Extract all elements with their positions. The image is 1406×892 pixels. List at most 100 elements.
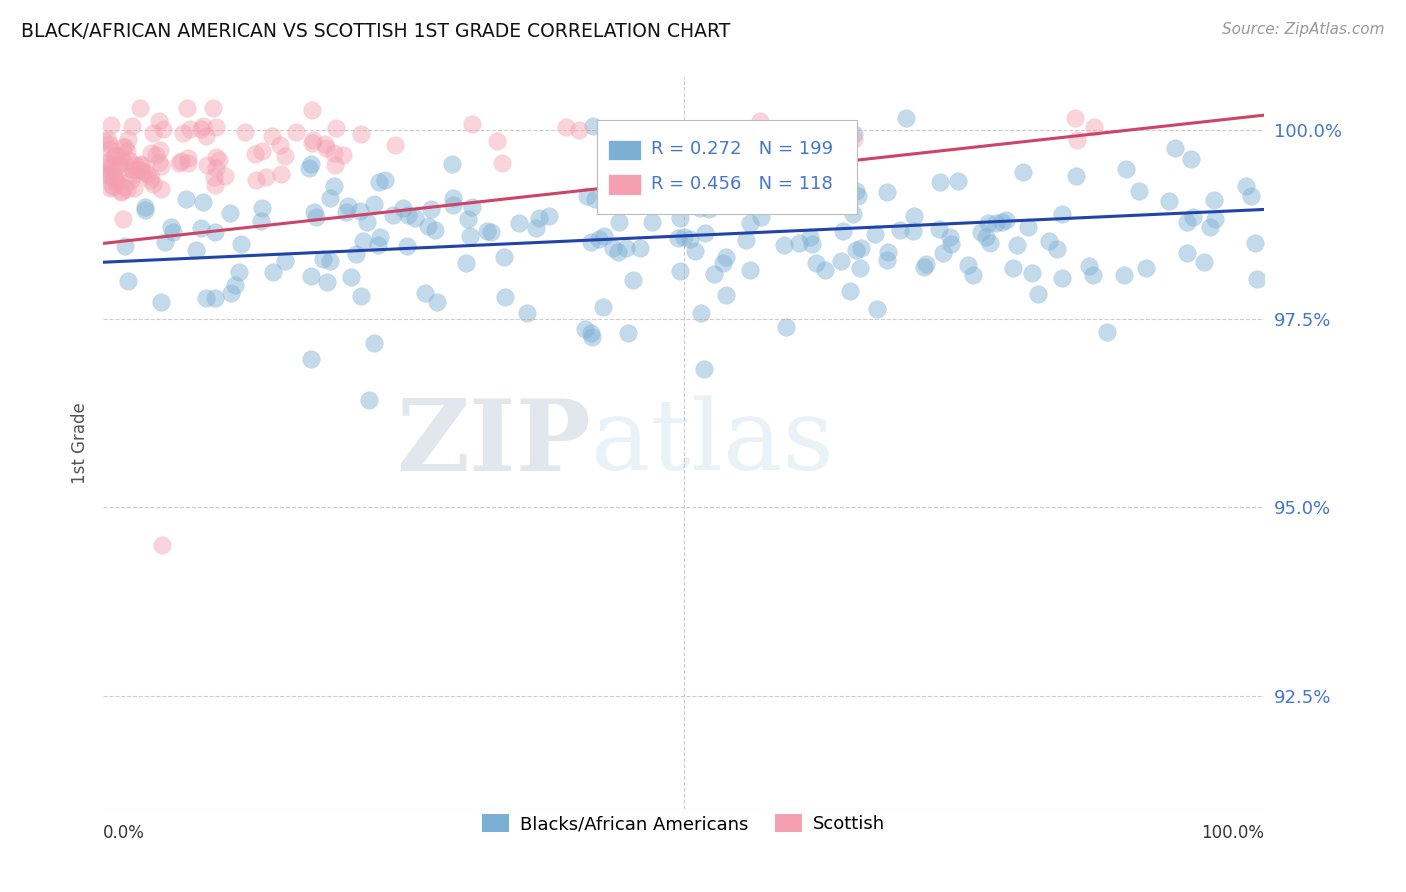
Point [110, 185, 132, 199]
Point [190, 122, 212, 136]
Point [413, 286, 436, 301]
Point [1078, 259, 1101, 273]
Point [204, 120, 226, 135]
Point [742, 166, 765, 180]
Point [103, 179, 125, 194]
Point [96, 167, 118, 181]
Legend: Blacks/African Americans, Scottish: Blacks/African Americans, Scottish [475, 806, 893, 840]
Point [693, 362, 716, 376]
Point [174, 192, 197, 206]
Point [302, 133, 325, 147]
Point [419, 202, 441, 216]
Point [690, 132, 713, 146]
Point [607, 215, 630, 229]
Point [619, 141, 641, 155]
Point [392, 201, 415, 215]
Point [134, 200, 156, 214]
Point [103, 169, 125, 184]
Point [96, 155, 118, 169]
Point [492, 250, 515, 264]
Point [122, 168, 145, 182]
Point [132, 164, 155, 178]
Point [803, 184, 825, 198]
Point [441, 198, 464, 212]
Point [233, 125, 256, 139]
Point [581, 330, 603, 344]
Point [250, 201, 273, 215]
Point [461, 200, 484, 214]
Point [332, 147, 354, 161]
Point [194, 129, 217, 144]
Point [395, 239, 418, 253]
Point [668, 263, 690, 277]
Point [773, 237, 796, 252]
Point [931, 246, 953, 260]
Point [104, 175, 127, 189]
Point [93, 134, 115, 148]
Point [112, 180, 135, 194]
Point [319, 253, 342, 268]
Point [657, 185, 679, 199]
Text: Source: ZipAtlas.com: Source: ZipAtlas.com [1222, 22, 1385, 37]
Point [602, 241, 624, 255]
Point [111, 140, 134, 154]
Text: atlas: atlas [591, 395, 834, 491]
Point [946, 174, 969, 188]
Point [145, 148, 167, 162]
Point [120, 172, 142, 186]
Point [229, 236, 252, 251]
Point [1011, 165, 1033, 179]
Point [384, 138, 406, 153]
Point [100, 165, 122, 179]
Point [136, 167, 159, 181]
Point [262, 265, 284, 279]
Point [228, 265, 250, 279]
Point [679, 232, 702, 246]
Point [915, 257, 938, 271]
Point [299, 351, 322, 366]
Point [1050, 271, 1073, 285]
Point [991, 215, 1014, 229]
Point [491, 156, 513, 170]
Point [568, 123, 591, 137]
Point [683, 244, 706, 259]
Point [713, 256, 735, 270]
Point [396, 209, 419, 223]
FancyBboxPatch shape [609, 140, 641, 161]
Point [845, 184, 868, 198]
Point [441, 191, 464, 205]
Point [876, 252, 898, 267]
Point [425, 222, 447, 236]
Point [830, 253, 852, 268]
Point [122, 181, 145, 195]
Point [672, 230, 695, 244]
Point [350, 289, 373, 303]
Point [167, 156, 190, 170]
Point [186, 243, 208, 257]
Point [322, 178, 344, 193]
Point [207, 153, 229, 168]
Point [928, 222, 950, 236]
Point [139, 173, 162, 187]
Point [1204, 193, 1226, 207]
Point [117, 274, 139, 288]
Point [1005, 238, 1028, 252]
Point [190, 220, 212, 235]
Point [335, 204, 357, 219]
Point [139, 146, 162, 161]
Point [124, 158, 146, 172]
Point [1164, 141, 1187, 155]
Point [176, 101, 198, 115]
Point [738, 262, 761, 277]
Point [588, 232, 610, 246]
Point [301, 103, 323, 118]
Point [970, 225, 993, 239]
Point [835, 128, 858, 143]
Point [416, 219, 439, 233]
Point [643, 186, 665, 200]
Point [298, 161, 321, 175]
Point [201, 101, 224, 115]
Point [110, 185, 132, 199]
Point [352, 234, 374, 248]
Point [131, 158, 153, 172]
